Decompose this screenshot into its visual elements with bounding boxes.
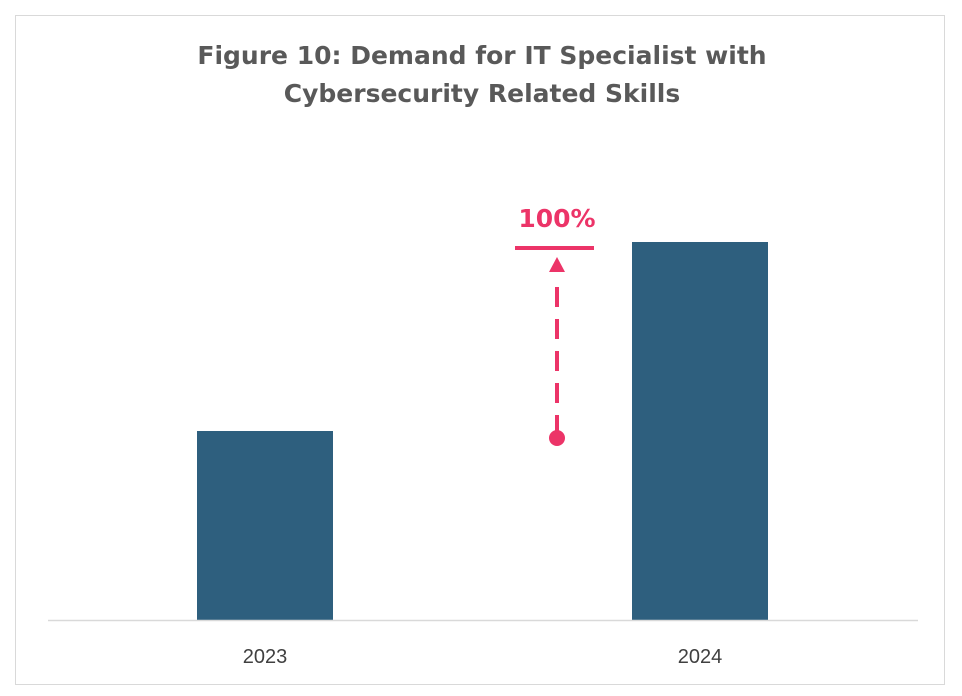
bar-2024 (632, 242, 768, 620)
growth-annotation-label: 100% (518, 204, 595, 233)
growth-start-dot (549, 430, 565, 446)
chart-title-line-2: Cybersecurity Related Skills (284, 79, 681, 108)
growth-annotation: 100% (515, 204, 596, 446)
x-tick-label-2024: 2024 (678, 646, 723, 668)
chart-title-line-1: Figure 10: Demand for IT Specialist with (197, 41, 766, 70)
bar-2023 (197, 431, 333, 620)
x-tick-label-2023: 2023 (243, 646, 288, 668)
arrow-head-icon (549, 257, 565, 272)
chart-frame (15, 15, 945, 685)
